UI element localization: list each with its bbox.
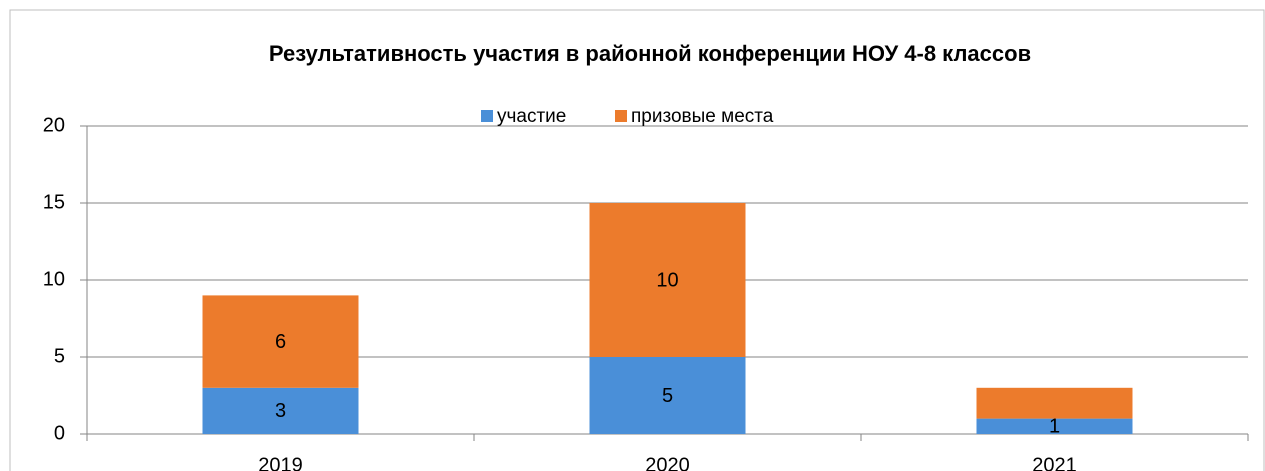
bar-segment xyxy=(976,387,1133,419)
y-tick-label: 0 xyxy=(54,422,65,444)
legend-label: призовые места xyxy=(631,106,774,127)
y-tick-label: 5 xyxy=(54,345,65,367)
bar-segment xyxy=(589,203,746,357)
chart-title: Результативность участия в районной конф… xyxy=(269,41,1031,66)
x-tick-label: 2020 xyxy=(645,454,690,471)
bar-segment xyxy=(589,357,746,434)
data-label: 3 xyxy=(275,400,286,422)
data-label: 1 xyxy=(1049,416,1060,438)
x-tick-label: 2019 xyxy=(258,454,303,471)
bar-segment xyxy=(202,387,359,434)
data-label: 5 xyxy=(662,385,673,407)
y-tick-label: 20 xyxy=(43,114,65,136)
x-tick-label: 2021 xyxy=(1032,454,1077,471)
data-label: 6 xyxy=(275,331,286,353)
legend-swatch xyxy=(615,110,627,122)
bar-segment xyxy=(976,418,1133,434)
y-tick-label: 15 xyxy=(43,191,65,213)
data-label: 10 xyxy=(656,269,678,291)
bar-segment xyxy=(202,295,359,388)
legend-swatch xyxy=(481,110,493,122)
legend-label: участие xyxy=(497,106,566,127)
y-tick-label: 10 xyxy=(43,268,65,290)
